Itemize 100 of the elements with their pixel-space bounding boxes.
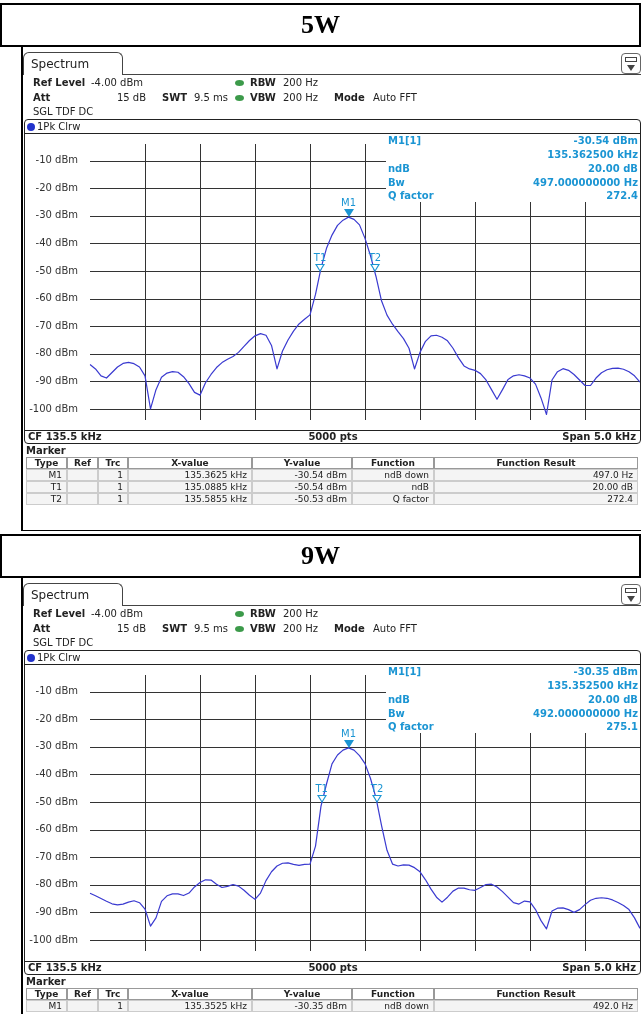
text: 135.3625 kHz — [128, 469, 252, 481]
text: -50.54 dBm — [252, 481, 352, 493]
text: Marker — [26, 976, 66, 988]
text: Spectrum — [31, 57, 90, 71]
y-tick-label: -30 dBm — [35, 740, 78, 752]
annotation: Q factor — [388, 721, 434, 733]
text: SGL TDF DC — [33, 106, 94, 118]
text: 135.3525 kHz — [128, 1000, 252, 1012]
text: 272.4 — [434, 493, 638, 505]
annotation: 272.4 — [606, 190, 638, 202]
annotation: Q factor — [388, 190, 434, 202]
text: Ref Level — [33, 608, 86, 620]
text: CF 135.5 kHz — [28, 431, 102, 443]
text: Marker — [26, 445, 66, 457]
y-tick-label: -10 dBm — [35, 154, 78, 166]
annotation: 275.1 — [606, 721, 638, 733]
text: 497.0 Hz — [434, 469, 638, 481]
chart-title: 5W — [0, 3, 641, 47]
annotation: 497.000000000 Hz — [533, 177, 638, 189]
text: Ref — [67, 457, 98, 469]
text: SWT — [162, 92, 188, 104]
text: Y-value — [252, 457, 352, 469]
y-tick-label: -70 dBm — [35, 850, 78, 862]
y-tick-label: -60 dBm — [35, 292, 78, 304]
text: Span 5.0 kHz — [562, 962, 636, 974]
text: -30.54 dBm — [252, 469, 352, 481]
text: Spectrum — [31, 588, 90, 602]
text: Type — [26, 457, 67, 469]
text: SGL TDF DC — [33, 637, 94, 649]
y-tick-label: -70 dBm — [35, 319, 78, 331]
text: X-value — [128, 457, 252, 469]
annotation: M1[1] — [388, 666, 422, 678]
text: Att — [33, 623, 51, 635]
y-tick-label: -20 dBm — [35, 181, 78, 193]
annotation: 492.000000000 Hz — [533, 708, 638, 720]
y-tick-label: -50 dBm — [35, 264, 78, 276]
text: Q factor — [352, 493, 434, 505]
y-tick-label: -20 dBm — [35, 712, 78, 724]
text: -4.00 dBm — [91, 77, 144, 89]
text: ndB down — [352, 1000, 434, 1012]
text: 1 — [98, 1000, 128, 1012]
text: 1Pk Clrw — [37, 121, 81, 133]
text: -50.53 dBm — [252, 493, 352, 505]
text: SWT — [162, 623, 188, 635]
text: 492.0 Hz — [434, 1000, 638, 1012]
text: 1 — [98, 493, 128, 505]
text: 9.5 ms — [194, 92, 229, 104]
text: T2 — [26, 493, 67, 505]
annotation: M1 — [341, 727, 356, 740]
text: Att — [33, 92, 51, 104]
text: 200 Hz — [283, 92, 319, 104]
annotation: ndB — [388, 163, 410, 175]
y-tick-label: -90 dBm — [35, 374, 78, 386]
text: VBW — [250, 623, 276, 635]
text: Trc — [98, 988, 128, 1000]
text: Ref Level — [33, 77, 86, 89]
y-tick-label: -50 dBm — [35, 795, 78, 807]
text: 135.0885 kHz — [128, 481, 252, 493]
text: 5000 pts — [308, 431, 358, 443]
text: Type — [26, 988, 67, 1000]
annotation: -30.54 dBm — [573, 135, 638, 147]
y-tick-label: -100 dBm — [29, 933, 78, 945]
annotation: -30.35 dBm — [573, 666, 638, 678]
text: -4.00 dBm — [91, 608, 144, 620]
y-tick-label: -90 dBm — [35, 905, 78, 917]
annotation: 20.00 dB — [588, 694, 638, 706]
text: Mode — [334, 92, 365, 104]
annotation: M1[1] — [388, 135, 422, 147]
text: 200 Hz — [283, 623, 319, 635]
text: RBW — [250, 608, 276, 620]
text: ndB down — [352, 469, 434, 481]
text: Span 5.0 kHz — [562, 431, 636, 443]
annotation: 135.362500 kHz — [547, 149, 638, 161]
text: 20.00 dB — [434, 481, 638, 493]
y-tick-label: -100 dBm — [29, 402, 78, 414]
y-tick-label: -80 dBm — [35, 347, 78, 359]
chart-title: 9W — [0, 534, 641, 578]
text: Ref — [67, 988, 98, 1000]
annotation: M1 — [341, 197, 356, 210]
text: RBW — [250, 77, 276, 89]
text: Y-value — [252, 988, 352, 1000]
text: 200 Hz — [283, 77, 319, 89]
text: Function — [352, 988, 434, 1000]
annotation: 20.00 dB — [588, 163, 638, 175]
text: -30.35 dBm — [252, 1000, 352, 1012]
text: 15 dB — [116, 92, 146, 104]
text: M1 — [26, 1000, 67, 1012]
text: Trc — [98, 457, 128, 469]
text: 9.5 ms — [194, 623, 229, 635]
text: Mode — [334, 623, 365, 635]
text: 1Pk Clrw — [37, 652, 81, 664]
text: T1 — [26, 481, 67, 493]
text: 135.5855 kHz — [128, 493, 252, 505]
text: ndB — [352, 481, 434, 493]
y-tick-label: -80 dBm — [35, 878, 78, 890]
text: M1 — [26, 469, 67, 481]
y-tick-label: -40 dBm — [35, 767, 78, 779]
text: Auto FFT — [373, 623, 417, 635]
text: 15 dB — [116, 623, 146, 635]
annotation: Bw — [388, 708, 405, 720]
